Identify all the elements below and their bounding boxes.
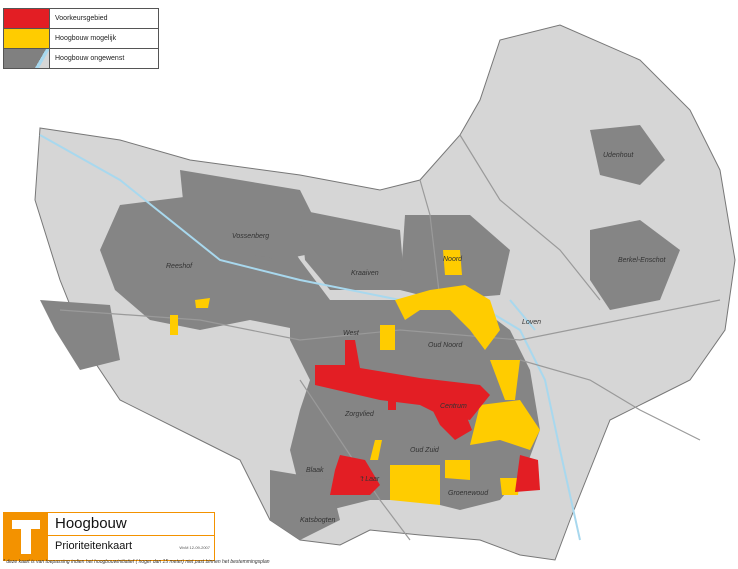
- voorkeursgebied-areas: [315, 340, 540, 495]
- label-zorgvlied: Zorgvlied: [344, 411, 375, 418]
- label-katsbogten: Katsbogten: [300, 517, 336, 524]
- map-legend: Voorkeursgebied Hoogbouw mogelijk Hoogbo…: [3, 8, 159, 69]
- subtitle-text: Prioriteitenkaart: [55, 540, 133, 552]
- label-oud-zuid: Oud Zuid: [410, 447, 440, 454]
- label-loven: Loven: [522, 319, 541, 326]
- legend-label: Voorkeursgebied: [55, 15, 108, 22]
- label-kraaiven: Kraaiven: [351, 270, 379, 277]
- label-vossenberg: Vossenberg: [232, 233, 269, 240]
- label-oud-noord: Oud Noord: [428, 342, 463, 349]
- t-logo: [4, 513, 48, 560]
- legend-label: Hoogbouw ongewenst: [55, 55, 125, 62]
- place-labels: Udenhout Berkel-Enschot Vossenberg Reesh…: [166, 152, 667, 524]
- hoogbouw-mogelijk-areas: [170, 250, 540, 505]
- label-blaak: Blaak: [306, 467, 324, 474]
- label-centrum: Centrum: [440, 403, 467, 410]
- label-noord: Noord: [443, 256, 463, 263]
- map-title: Hoogbouw: [48, 513, 214, 536]
- legend-item-hoogbouw-ongewenst: Hoogbouw ongewenst: [4, 49, 158, 68]
- roads: [59, 134, 721, 541]
- map-date: WvM 12-09-2007: [179, 545, 210, 550]
- footnote: * deze kaart is van toepassing indien he…: [3, 559, 270, 565]
- legend-item-hoogbouw-mogelijk: Hoogbouw mogelijk: [4, 29, 158, 49]
- label-reeshof: Reeshof: [166, 263, 193, 270]
- map-subtitle: Prioriteitenkaart WvM 12-09-2007: [48, 536, 214, 560]
- label-berkel-enschot: Berkel-Enschot: [618, 257, 667, 264]
- municipality-area: [34, 24, 736, 561]
- legend-item-voorkeursgebied: Voorkeursgebied: [4, 9, 158, 29]
- label-udenhout: Udenhout: [603, 152, 634, 159]
- label-t-laar: 't Laar: [360, 476, 380, 483]
- legend-swatch-yellow: [4, 29, 50, 48]
- legend-label: Hoogbouw mogelijk: [55, 35, 117, 42]
- label-groenewoud: Groenewoud: [448, 490, 489, 497]
- legend-swatch-red: [4, 9, 50, 28]
- label-west: West: [343, 330, 360, 337]
- title-block: Hoogbouw Prioriteitenkaart WvM 12-09-200…: [3, 512, 215, 561]
- legend-swatch-grey: [4, 49, 50, 68]
